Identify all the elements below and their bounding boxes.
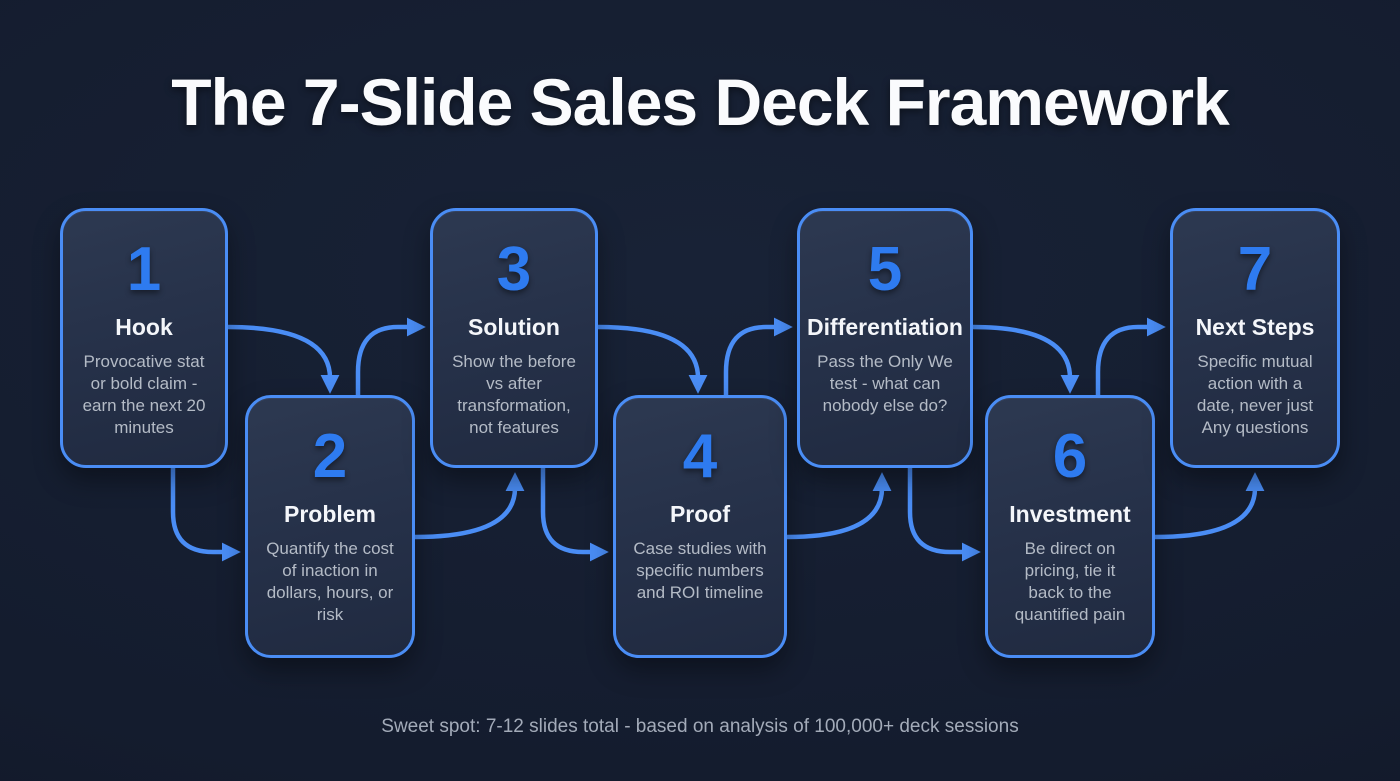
step-title: Next Steps [1195, 314, 1315, 340]
flow-arrow [225, 324, 340, 394]
step-title: Proof [669, 501, 731, 527]
step-description: Be direct on pricing, tie it back to the… [1014, 539, 1126, 625]
framework-step-card: 1 Hook Provocative stat or bold claim - … [60, 208, 228, 468]
step-title: Hook [115, 314, 173, 340]
flow-arrow [412, 472, 525, 540]
step-number: 5 [867, 235, 903, 304]
step-number: 3 [496, 235, 532, 304]
flow-arrow [1095, 317, 1166, 398]
flow-arrow [907, 465, 981, 562]
step-number: 2 [312, 422, 348, 491]
step-description: Quantify the cost of inaction in dollars… [266, 539, 394, 625]
flow-arrow [784, 472, 892, 540]
framework-step-card: 4 Proof Case studies with specific numbe… [613, 395, 787, 658]
page-title: The 7-Slide Sales Deck Framework [171, 65, 1229, 139]
step-number: 4 [682, 422, 718, 491]
flow-arrow [723, 317, 793, 398]
framework-step-card: 6 Investment Be direct on pricing, tie i… [985, 395, 1155, 658]
framework-step-card: 3 Solution Show the before vs after tran… [430, 208, 598, 468]
step-description: Case studies with specific numbers and R… [633, 539, 767, 603]
flow-arrow [540, 465, 609, 562]
framework-step-card: 7 Next Steps Specific mutual action with… [1170, 208, 1340, 468]
step-title: Problem [283, 501, 377, 527]
step-title: Solution [468, 314, 560, 340]
flow-arrow [595, 324, 708, 394]
flow-arrow [970, 324, 1080, 394]
step-title: Investment [1009, 501, 1131, 527]
step-description: Specific mutual action with a date, neve… [1196, 352, 1314, 438]
framework-step-card: 2 Problem Quantify the cost of inaction … [245, 395, 415, 658]
footer-note: Sweet spot: 7-12 slides total - based on… [381, 716, 1019, 737]
step-number: 7 [1237, 235, 1273, 304]
step-title: Differentiation [807, 314, 963, 340]
flow-arrow [170, 465, 241, 562]
flow-arrow [355, 317, 426, 398]
step-number: 1 [126, 235, 162, 304]
step-description: Provocative stat or bold claim - earn th… [82, 352, 206, 438]
step-description: Show the before vs after transformation,… [452, 352, 576, 438]
step-description: Pass the Only We test - what can nobody … [817, 352, 953, 416]
framework-step-card: 5 Differentiation Pass the Only We test … [797, 208, 973, 468]
step-number: 6 [1052, 422, 1088, 491]
flow-arrow [1152, 472, 1265, 540]
